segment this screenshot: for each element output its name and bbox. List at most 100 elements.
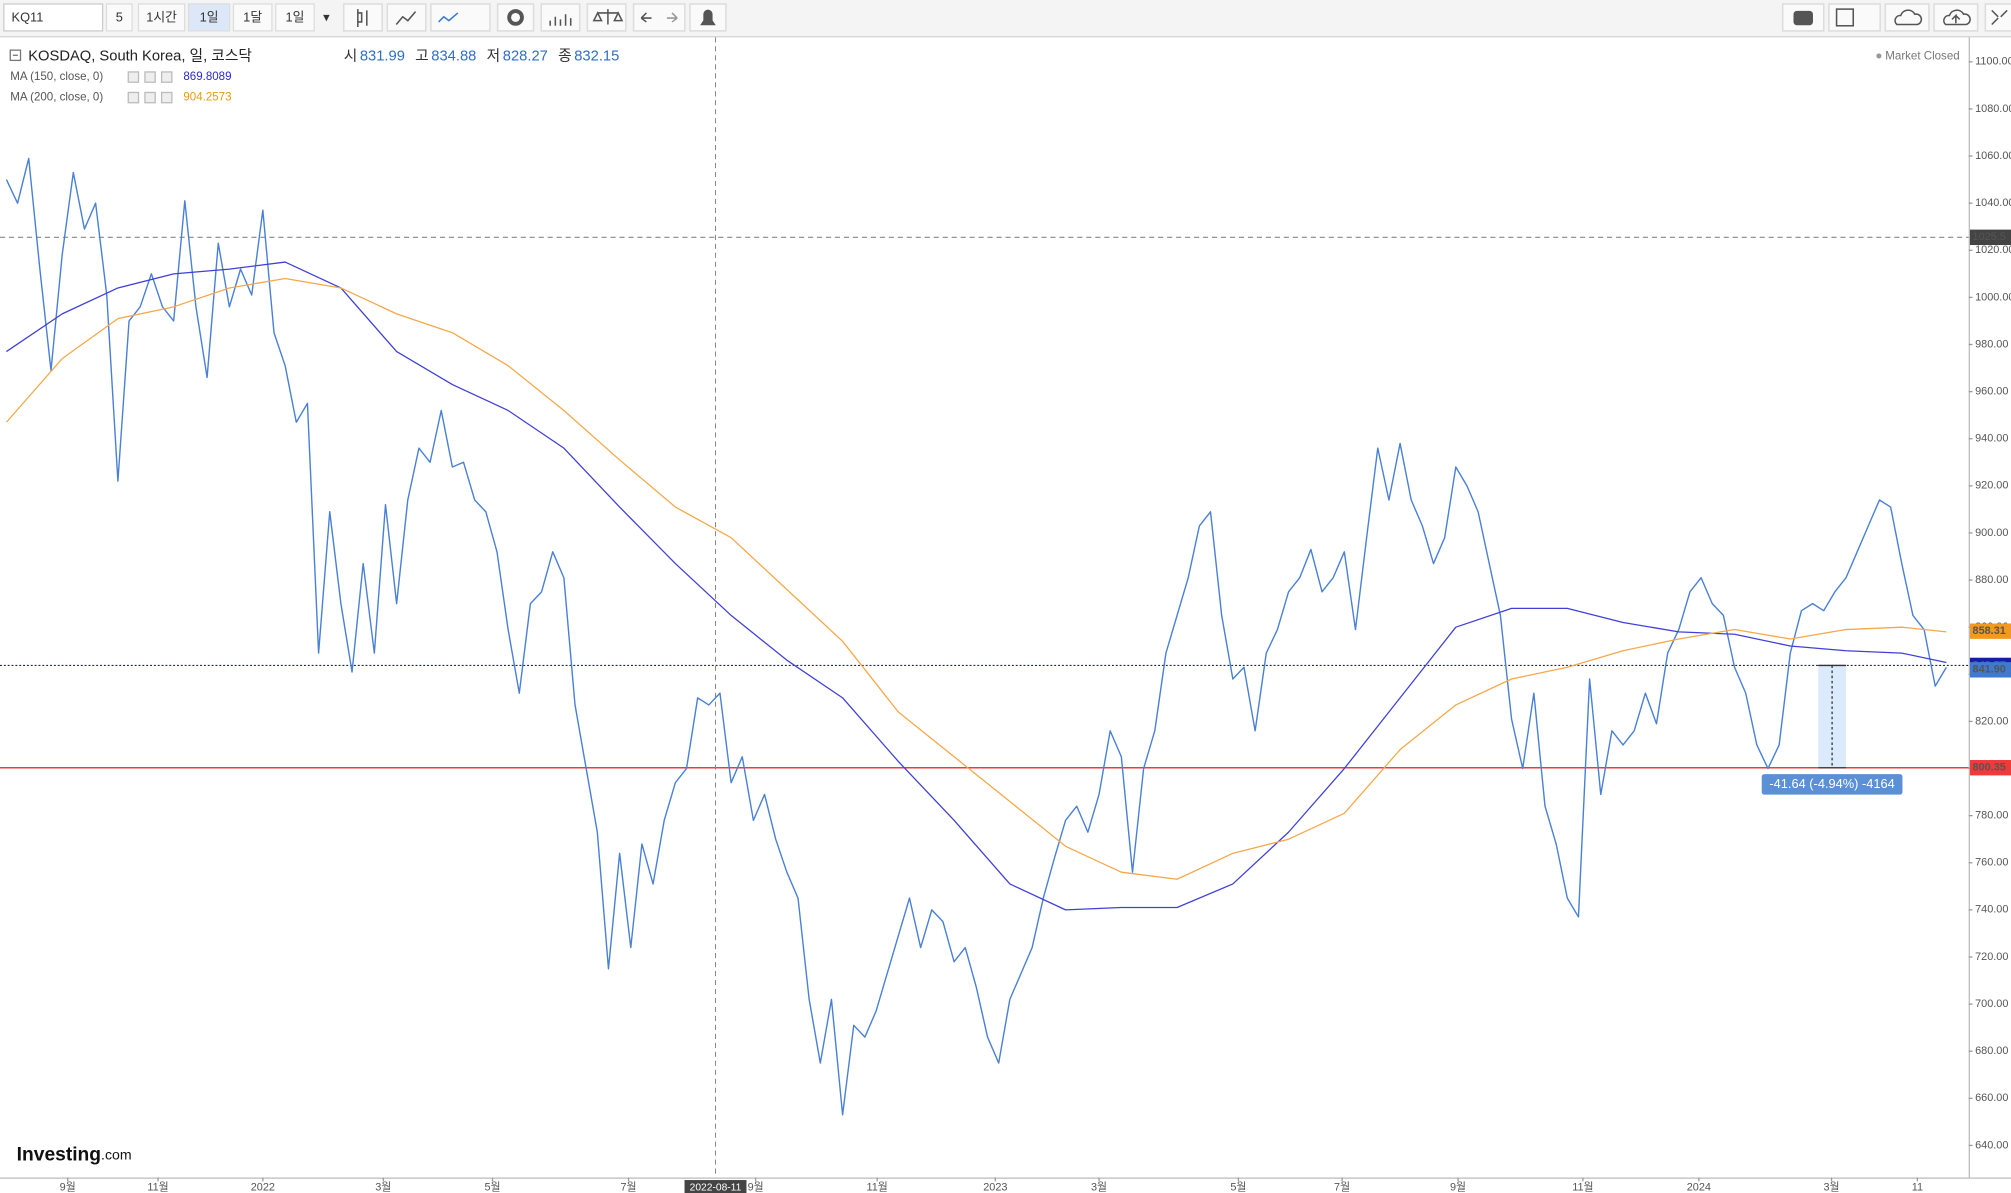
undo-icon <box>640 12 652 23</box>
moving-average <box>5 277 1947 880</box>
indicator-value: 869.8089 <box>183 71 231 83</box>
candle-button[interactable] <box>342 3 383 32</box>
indicator-control[interactable] <box>144 91 156 104</box>
y-tick-label: 760.00 <box>1975 857 2008 869</box>
indicator-label: MA (150, close, 0) <box>10 71 103 83</box>
x-tick-label: 5월 <box>484 1181 500 1193</box>
interval-button[interactable] <box>232 3 273 32</box>
x-tick-label: 9월 <box>748 1181 764 1193</box>
interval-label: 1일 <box>200 9 219 24</box>
x-tick-label: 9월 <box>60 1181 76 1193</box>
y-tick-label: 1060.00 <box>1975 150 2011 162</box>
price-line-series <box>5 157 1947 1116</box>
x-tick-label: 2022 <box>251 1182 275 1193</box>
load-button[interactable] <box>1884 3 1930 32</box>
legend-title: KOSDAQ, South Korea, 일, 코스닥 <box>28 47 252 64</box>
ohlc-value: 831.99 <box>360 48 405 64</box>
y-tick-label: 1000.00 <box>1975 291 2011 303</box>
y-tick-label: 820.00 <box>1975 715 2008 727</box>
x-tick-label: 11월 <box>147 1181 168 1193</box>
measure-label: -41.64 (-4.94%) -4164 <box>1769 776 1894 791</box>
alert-icon <box>700 9 716 26</box>
line-button[interactable] <box>430 3 491 32</box>
ohlc: 시 831.99 고 834.88 저 828.27 종 832.15 <box>344 47 620 64</box>
x-tick-label: 11월 <box>1572 1181 1593 1193</box>
interval-label: 1시간 <box>146 9 177 24</box>
x-tick-label: 3월 <box>1824 1181 1840 1193</box>
x-tick-label: 9월 <box>1450 1181 1466 1193</box>
x-tick-label: 2023 <box>983 1182 1007 1193</box>
indicator-control[interactable] <box>160 71 173 83</box>
x-tick-label: 3월 <box>1091 1181 1107 1193</box>
crosshair-x-box <box>684 1180 747 1193</box>
x-tick-label: 11월 <box>867 1181 888 1193</box>
y-tick-label: 920.00 <box>1975 480 2008 492</box>
y-tick-label: 1100.00 <box>1975 56 2011 68</box>
y-tick-label: 940.00 <box>1975 433 2008 445</box>
ohlc-value: 834.88 <box>431 48 476 64</box>
y-tick-label: 740.00 <box>1975 904 2008 916</box>
cloud-down-icon <box>1894 9 1923 26</box>
symbol: KQ11 <box>12 9 44 24</box>
ohlc-label: 시 <box>344 48 358 64</box>
x-tick-label: 3월 <box>375 1181 391 1193</box>
price-label-box <box>1969 662 2011 678</box>
indicator-label: MA (200, close, 0) <box>10 92 103 104</box>
market-status: Market Closed <box>1885 51 1959 63</box>
y-tick-label: 720.00 <box>1975 951 2008 963</box>
cloud-up-icon <box>1943 9 1971 26</box>
interval-button[interactable] <box>137 3 186 32</box>
fullscreen-icon <box>1991 9 2008 26</box>
fullscreen-button[interactable] <box>1984 3 2011 32</box>
interval-button[interactable] <box>275 3 315 32</box>
indicator-control[interactable] <box>127 91 140 104</box>
area-button[interactable] <box>386 3 427 32</box>
x-tick-label: 11 <box>1912 1182 1923 1193</box>
interval-label: 1달 <box>243 9 262 24</box>
plot: 640.00 660.00 680.00 700.00 720.00 740.00 760.… <box>0 37 2011 1193</box>
indicator-value: 904.2573 <box>183 92 231 104</box>
crosshair-y-box <box>1969 229 2011 246</box>
indicator-control[interactable] <box>127 71 140 83</box>
interval-button[interactable] <box>105 3 133 32</box>
indicators-button[interactable] <box>540 3 581 32</box>
collapse-icon[interactable] <box>9 49 22 62</box>
x-tick-label: 7월 <box>1334 1181 1350 1193</box>
logo-name: Investing <box>17 1145 101 1166</box>
x-tick-label: 7월 <box>621 1181 637 1193</box>
measure-label-box <box>1761 774 1903 795</box>
settings-icon <box>507 9 524 26</box>
y-tick-label: 780.00 <box>1975 810 2008 822</box>
y-tick-label: 660.00 <box>1975 1092 2008 1104</box>
indicators-icon <box>549 14 572 26</box>
logo: Investing.com <box>17 1145 132 1166</box>
price-label-box <box>1969 760 2011 776</box>
x-tick-label: 5월 <box>1230 1181 1246 1193</box>
status-dot <box>1876 53 1882 59</box>
compare-button[interactable] <box>586 3 627 32</box>
x-tick-label: 2024 <box>1687 1182 1711 1193</box>
indicator-control[interactable] <box>144 71 156 83</box>
symbol-input[interactable] <box>3 3 104 32</box>
area-icon <box>395 11 417 25</box>
interval-button[interactable] <box>187 3 231 32</box>
crosshair-y-label: 1025.5 <box>1973 231 2006 243</box>
logo-suffix: .com <box>101 1146 132 1162</box>
line-icon <box>438 12 459 23</box>
toolbar <box>0 0 2011 37</box>
y-tick-label: 980.00 <box>1975 338 2008 350</box>
interval-label: 1일 <box>286 9 305 24</box>
settings-button[interactable] <box>496 3 535 32</box>
dropdown-arrow[interactable]: ▾ <box>323 9 330 24</box>
toolbar-icons <box>342 3 2011 32</box>
crosshair-x-label: 2022-08-11 <box>690 1182 742 1193</box>
ohlc-value: 828.27 <box>503 48 548 64</box>
y-tick-label: 1020.00 <box>1975 244 2011 256</box>
y-tick-label: 1040.00 <box>1975 197 2011 209</box>
indicator-control[interactable] <box>160 91 173 104</box>
ohlc-label: 저 <box>487 47 501 64</box>
y-tick-label: 880.00 <box>1975 574 2008 586</box>
y-tick-label: 900.00 <box>1975 527 2008 539</box>
